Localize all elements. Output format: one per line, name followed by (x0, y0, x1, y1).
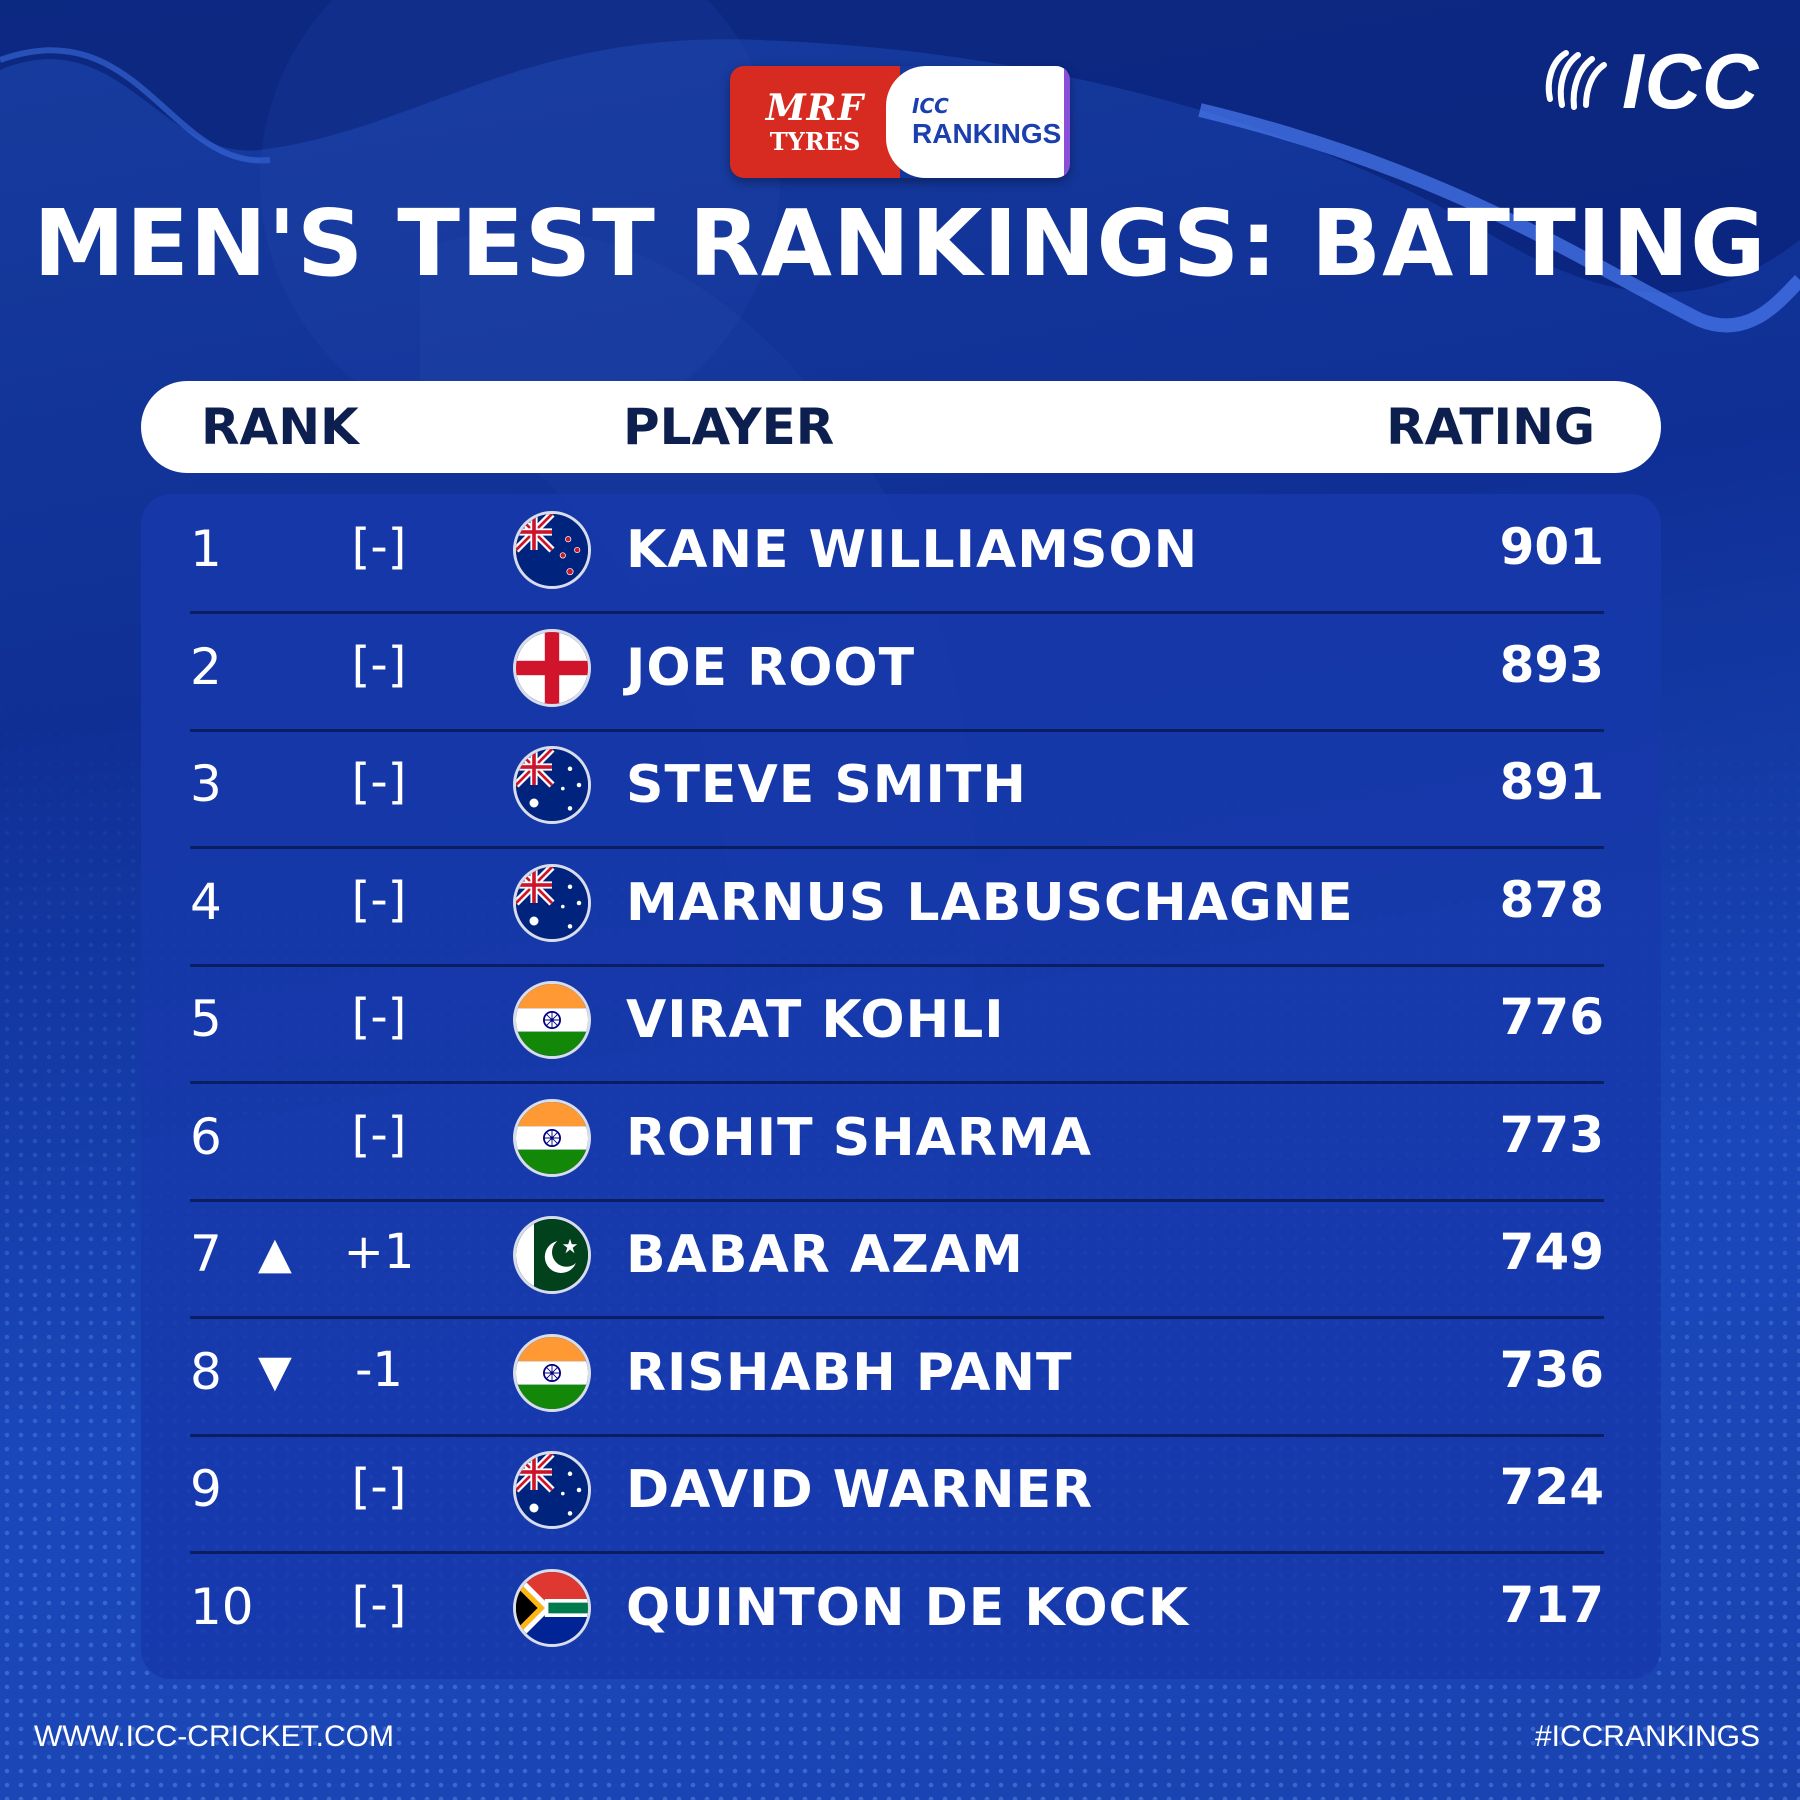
table-row: 8 ▼ -1 RISHABH PANT 736 (190, 1317, 1604, 1437)
table-row: 1 [-] KANE WILLIAMSON 901 (190, 494, 1604, 614)
england-flag-icon (513, 629, 591, 707)
pakistan-flag-icon (513, 1216, 591, 1294)
rankings-table: 1 [-] KANE WILLIAMSON 901 2 [-] JOE ROOT 893 3 [-… (141, 494, 1661, 1679)
rank-number: 10 (190, 1578, 254, 1636)
rank-up-icon: ▲ (258, 1228, 292, 1279)
table-row: 5 [-] VIRAT KOHLI 776 (190, 964, 1604, 1084)
rankings-label: RANKINGS (912, 118, 1062, 149)
page-title: MEN'S TEST RANKINGS: BATTING (33, 190, 1767, 297)
new-zealand-flag-icon (513, 511, 591, 589)
player-rating: 776 (1499, 988, 1604, 1046)
rank-movement: [-] (351, 1577, 407, 1633)
mrf-brand: MRF (765, 87, 865, 129)
player-name: ROHIT SHARMA (626, 1108, 1092, 1168)
player-name: VIRAT KOHLI (626, 990, 1005, 1050)
india-flag-icon (513, 981, 591, 1059)
rank-number: 5 (190, 990, 222, 1048)
player-rating: 736 (1499, 1341, 1604, 1399)
table-row: 2 [-] JOE ROOT 893 (190, 612, 1604, 732)
rank-number: 4 (190, 873, 222, 931)
rank-movement: +1 (343, 1224, 415, 1280)
rank-number: 8 (190, 1343, 222, 1401)
rank-number: 9 (190, 1460, 222, 1518)
player-name: DAVID WARNER (626, 1460, 1094, 1520)
mrf-tyres-logo: MRF TYRES (730, 66, 900, 178)
player-name: BABAR AZAM (626, 1225, 1024, 1285)
player-name: STEVE SMITH (626, 755, 1027, 815)
website-footer: WWW.ICC-CRICKET.COM (34, 1720, 394, 1753)
table-row: 6 [-] ROHIT SHARMA 773 (190, 1082, 1604, 1202)
table-header: RANK PLAYER RATING (141, 381, 1661, 473)
rank-number: 2 (190, 638, 222, 696)
table-row: 4 [-] MARNUS LABUSCHAGNE 878 (190, 847, 1604, 967)
rank-movement: [-] (351, 989, 407, 1045)
australia-flag-icon (513, 864, 591, 942)
player-rating: 891 (1499, 753, 1604, 811)
india-flag-icon (513, 1334, 591, 1412)
rank-number: 7 (190, 1225, 222, 1283)
header-rank: RANK (201, 398, 359, 456)
table-row: 10 [-] QUINTON DE KOCK 717 (190, 1552, 1604, 1669)
player-rating: 724 (1499, 1458, 1604, 1516)
player-name: JOE ROOT (626, 638, 916, 698)
rank-movement: [-] (351, 754, 407, 810)
rank-number: 3 (190, 755, 222, 813)
header-player: PLAYER (623, 398, 835, 456)
rank-movement: [-] (351, 1459, 407, 1515)
tyres-label: TYRES (769, 127, 861, 156)
table-row: 9 [-] DAVID WARNER 724 (190, 1434, 1604, 1554)
player-rating: 878 (1499, 871, 1604, 929)
rank-movement: [-] (351, 872, 407, 928)
player-name: QUINTON DE KOCK (626, 1578, 1190, 1638)
rank-number: 6 (190, 1108, 222, 1166)
hashtag-footer: #ICCRANKINGS (1534, 1720, 1760, 1753)
icc-rankings-logo: ICC RANKINGS (886, 66, 1070, 178)
player-rating: 893 (1499, 636, 1604, 694)
player-name: KANE WILLIAMSON (626, 520, 1199, 580)
player-name: MARNUS LABUSCHAGNE (626, 873, 1354, 933)
table-row: 7 ▲ +1 BABAR AZAM 749 (190, 1199, 1604, 1319)
player-rating: 749 (1499, 1223, 1604, 1281)
australia-flag-icon (513, 746, 591, 824)
rank-movement: [-] (351, 637, 407, 693)
table-row: 3 [-] STEVE SMITH 891 (190, 729, 1604, 849)
player-rating: 717 (1499, 1576, 1604, 1634)
header-rating: RATING (1386, 398, 1595, 456)
india-flag-icon (513, 1099, 591, 1177)
player-name: RISHABH PANT (626, 1343, 1073, 1403)
icc-logo: ICC (1540, 42, 1759, 120)
rank-movement: -1 (355, 1342, 403, 1398)
player-rating: 901 (1499, 518, 1604, 576)
rank-down-icon: ▼ (258, 1346, 292, 1397)
player-rating: 773 (1499, 1106, 1604, 1164)
rank-movement: [-] (351, 519, 407, 575)
icc-wordmark: ICC (1622, 37, 1760, 125)
sponsor-badge: MRF TYRES ICC RANKINGS (730, 66, 1070, 178)
south-africa-flag-icon (513, 1569, 591, 1647)
icc-cricket-ball-icon (1545, 50, 1607, 110)
rank-number: 1 (190, 520, 222, 578)
australia-flag-icon (513, 1451, 591, 1529)
icc-small-label: ICC (912, 94, 949, 118)
rank-movement: [-] (351, 1107, 407, 1163)
